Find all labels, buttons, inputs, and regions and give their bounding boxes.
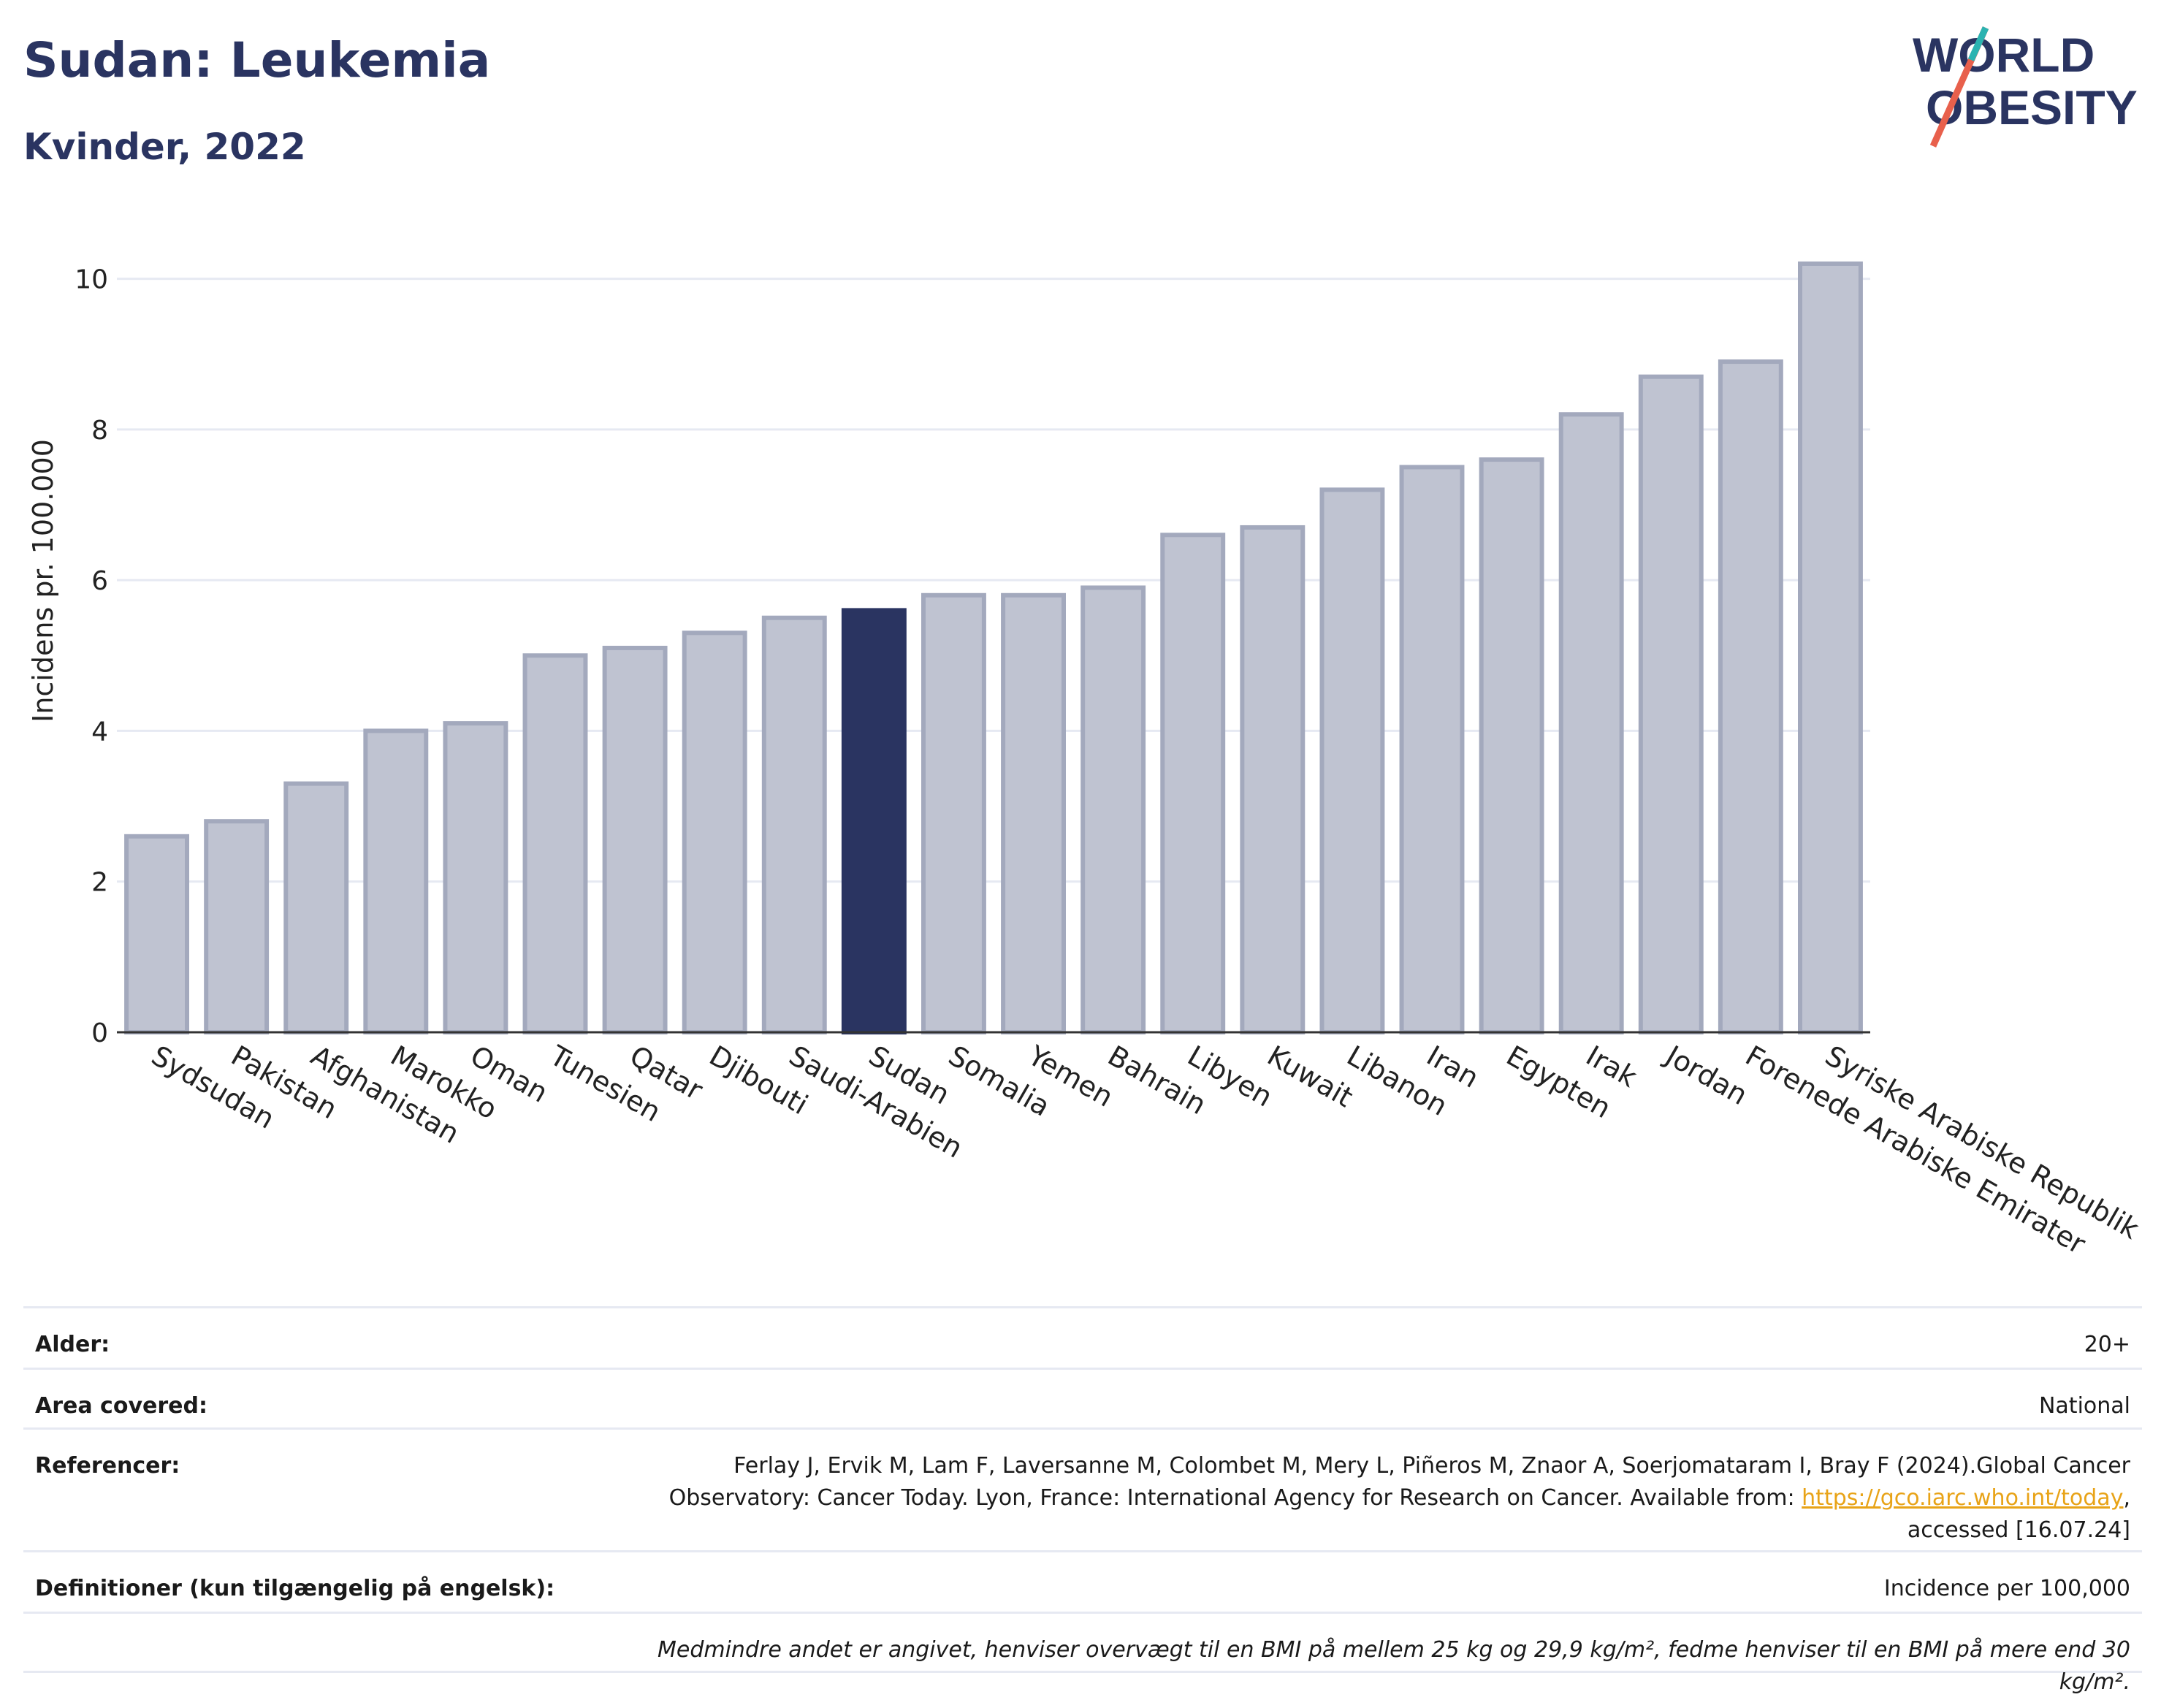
x-tick-label: Forenede Arabiske Emirater xyxy=(1740,1040,2091,1261)
bar-bahrain xyxy=(1080,585,1146,1034)
references-text: Ferlay J, Ervik M, Lam F, Laversanne M, … xyxy=(668,1453,2130,1511)
bar-pakistan xyxy=(204,819,270,1034)
bar-jordan xyxy=(1638,374,1704,1034)
y-tick-label: 6 xyxy=(91,566,108,596)
x-tick-label: Kuwait xyxy=(1262,1040,1358,1114)
age-value: 20+ xyxy=(2084,1332,2130,1357)
bar-saudi-arabien xyxy=(761,615,827,1034)
bar-libanon xyxy=(1319,487,1385,1034)
info-row-references: Referencer: Ferlay J, Ervik M, Lam F, La… xyxy=(23,1427,2142,1550)
x-tick-label: Jordan xyxy=(1659,1039,1753,1112)
bar-egypten xyxy=(1479,457,1544,1034)
info-row-footnote: Medmindre andet er angivet, henviser ove… xyxy=(23,1612,2142,1695)
bar-qatar xyxy=(602,645,668,1034)
bar-iran xyxy=(1399,465,1465,1034)
references-accessed: , accessed [16.07.24] xyxy=(1907,1485,2130,1543)
references-value: Ferlay J, Ervik M, Lam F, Laversanne M, … xyxy=(625,1450,2130,1547)
y-tick-label: 2 xyxy=(91,868,108,898)
y-tick-labels: 0 2 4 6 8 10 xyxy=(75,265,108,1048)
y-axis-label: Incidens pr. 100.000 xyxy=(27,439,59,723)
y-tick-label: 0 xyxy=(91,1018,108,1048)
bar-oman xyxy=(443,721,508,1034)
bar-afghanistan xyxy=(283,781,349,1034)
bars xyxy=(124,261,1863,1035)
logo-slash-teal xyxy=(1967,26,1989,61)
bar-syriske-arabiske-republik xyxy=(1798,261,1863,1034)
x-tick-labels: SydsudanPakistanAfghanistanMarokkoOmanTu… xyxy=(146,1039,2144,1261)
world-obesity-logo: WORLD OBESITY xyxy=(1913,26,2138,148)
bar-forenede-arabiske-emirater xyxy=(1718,359,1783,1034)
footnote: Medmindre andet er angivet, henviser ove… xyxy=(657,1637,2130,1695)
bar-marokko xyxy=(363,728,429,1035)
page-title: Sudan: Leukemia xyxy=(23,32,491,88)
bar-tunesien xyxy=(522,653,588,1034)
info-row-area: Area covered: National xyxy=(23,1368,2142,1427)
y-tick-label: 8 xyxy=(91,416,108,446)
bar-libyen xyxy=(1160,533,1226,1034)
bar-sydsudan xyxy=(124,834,189,1035)
definitions-value: Incidence per 100,000 xyxy=(1883,1576,2130,1601)
bar-yemen xyxy=(1001,592,1067,1034)
info-table: Alder: 20+ Area covered: National Refere… xyxy=(23,1306,2142,1695)
bar-kuwait xyxy=(1240,525,1306,1034)
info-row-definitions: Definitioner (kun tilgængelig på engelsk… xyxy=(23,1550,2142,1612)
age-label: Alder: xyxy=(35,1332,110,1357)
page-subtitle: Kvinder, 2022 xyxy=(23,126,306,168)
info-row-age: Alder: 20+ xyxy=(23,1306,2142,1368)
x-tick-label: Syriske Arabiske Republik xyxy=(1820,1040,2144,1246)
logo-text-world: WORLD xyxy=(1913,28,2095,82)
bar-sudan xyxy=(841,608,907,1034)
bar-somalia xyxy=(921,592,986,1034)
bar-irak xyxy=(1558,412,1624,1034)
area-value: National xyxy=(2038,1393,2130,1419)
area-label: Area covered: xyxy=(35,1393,207,1419)
bar-djibouti xyxy=(682,630,747,1034)
y-tick-label: 4 xyxy=(91,717,108,747)
y-tick-label: 10 xyxy=(75,265,108,295)
definitions-label: Definitioner (kun tilgængelig på engelsk… xyxy=(35,1576,555,1601)
references-label: Referencer: xyxy=(35,1453,180,1479)
references-link[interactable]: https://gco.iarc.who.int/today xyxy=(1802,1485,2124,1511)
bar-chart: 0 2 4 6 8 10 SydsudanPakistanAfghanistanMarok… xyxy=(27,261,2144,1261)
